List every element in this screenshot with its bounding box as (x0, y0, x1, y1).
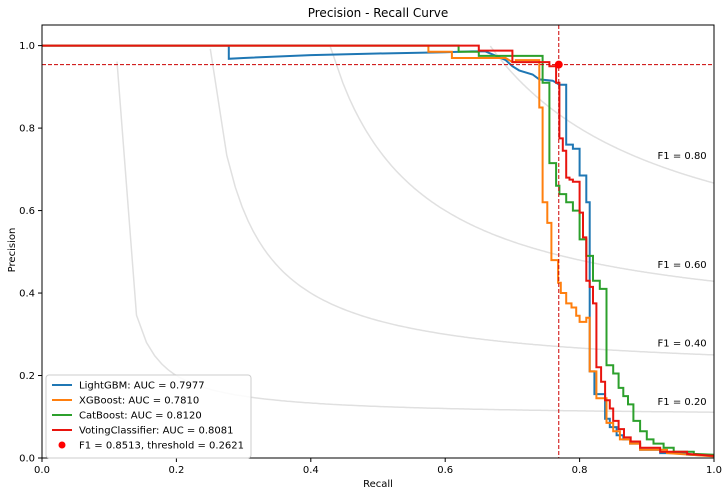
plot-frame (41, 24, 715, 459)
x-tick-label-5: 1.0 (706, 465, 722, 476)
y-tick-label-5: 1.0 (19, 41, 35, 52)
reference-lines (42, 25, 714, 458)
legend-label-2: CatBoost: AUC = 0.8120 (79, 411, 202, 422)
legend-label-best-point: F1 = 0.8513, threshold = 0.2621 (79, 441, 244, 452)
y-tick-label-2: 0.4 (19, 289, 35, 300)
iso-f1-curve-3 (489, 45, 714, 184)
iso-f1-label-2: F1 = 0.60 (658, 260, 707, 271)
series-lines (42, 44, 714, 458)
iso-f1-curves: F1 = 0.20 F1 = 0.40 F1 = 0.60 F1 = 0.80 (116, 45, 714, 413)
legend-swatch-best-point (58, 441, 66, 449)
x-tick-label-1: 0.2 (168, 465, 184, 476)
y-tick-label-3: 0.6 (19, 206, 35, 217)
chart-title: Precision - Recall Curve (308, 6, 449, 20)
iso-f1-curve-0 (116, 61, 714, 413)
x-tick-label-3: 0.6 (437, 465, 453, 476)
iso-f1-label-0: F1 = 0.20 (658, 397, 707, 408)
iso-f1-curve-2 (329, 46, 714, 283)
best-point-layer (554, 60, 563, 69)
iso-f1-curve-1 (209, 48, 714, 356)
x-tick-label-2: 0.4 (303, 465, 319, 476)
legend-box (45, 374, 252, 459)
series-line-2 (42, 44, 714, 456)
legend: LightGBM: AUC = 0.7977 XGBoost: AUC = 0.7… (45, 374, 252, 459)
x-tick-label-4: 0.8 (572, 465, 588, 476)
series-line-3 (42, 44, 714, 457)
legend-label-3: VotingClassifier: AUC = 0.8081 (79, 426, 233, 437)
axes: 0.0 0.2 0.4 0.6 0.8 1.0 0.0 0.2 0.4 0.6 0.8 1.0 (19, 24, 722, 476)
best-f1-point (554, 60, 563, 69)
y-tick-label-4: 0.8 (19, 124, 35, 135)
x-tick-label-0: 0.0 (34, 465, 50, 476)
legend-label-0: LightGBM: AUC = 0.7977 (79, 381, 205, 392)
x-axis-label: Recall (363, 479, 393, 490)
iso-f1-label-1: F1 = 0.40 (658, 339, 707, 350)
iso-f1-label-3: F1 = 0.80 (658, 151, 707, 162)
y-tick-label-0: 0.0 (19, 454, 35, 465)
y-axis-label: Precision (7, 228, 18, 273)
legend-label-1: XGBoost: AUC = 0.7810 (79, 396, 199, 407)
y-tick-label-1: 0.2 (19, 371, 35, 382)
